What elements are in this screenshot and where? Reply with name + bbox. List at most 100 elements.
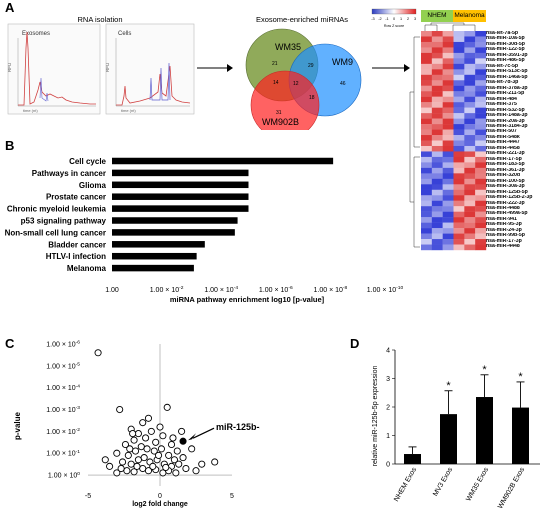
heatmap-cell	[421, 41, 433, 48]
heatmap-row-label: hsa-let-7a-5p	[486, 31, 518, 36]
heatmap-cell	[421, 167, 433, 174]
heatmap-cell	[442, 156, 454, 163]
expression-ytick: 4	[386, 348, 390, 355]
heatmap-row-label: hsa-miR-361-3p	[486, 167, 525, 173]
expression-bar	[512, 407, 529, 464]
heatmap-row-label: hsa-miR-17-3p	[486, 238, 522, 244]
heatmap-cell	[431, 118, 443, 125]
venn-diagram: Exosome-enriched miRNAs WM35 WM9 WM902B …	[245, 15, 362, 130]
heatmap-cell	[475, 58, 487, 65]
heatmap-cell	[421, 113, 433, 119]
heatmap-cell	[475, 31, 487, 37]
heatmap-row-labels: hsa-let-7a-5p hsa-miR-10a-5p hsa-miR-30d-5…	[486, 31, 548, 250]
heatmap-cell	[464, 189, 476, 196]
heatmap-cell	[475, 211, 487, 218]
heatmap-cell	[453, 162, 465, 169]
volcano-point	[165, 451, 173, 459]
pathway-xtick: 1.00 × 10-4	[204, 285, 238, 294]
pathway-label: Cell cycle	[69, 157, 106, 166]
heatmap-cell	[475, 96, 487, 103]
heatmap-cell	[421, 244, 433, 251]
volcano-point-highlight	[179, 437, 187, 445]
pathway-label: HTLV-I infection	[46, 252, 106, 261]
heatmap-cell	[464, 63, 476, 70]
heatmap-cell	[431, 124, 443, 130]
heatmap-cell	[421, 31, 433, 37]
heatmap-row-label: hsa-miR-183-5p	[486, 162, 525, 168]
heatmap-cell	[453, 239, 465, 245]
heatmap-cell	[421, 211, 433, 218]
heatmap-cell	[442, 239, 454, 245]
heatmap-cell	[464, 233, 476, 240]
heatmap-cell	[453, 184, 465, 190]
heatmap-cell	[475, 74, 487, 81]
pathway-bar	[112, 217, 238, 224]
heatmap-cell	[431, 222, 443, 229]
heatmap-row-label: hsa-miR-507	[486, 129, 517, 135]
volcano-point	[140, 454, 148, 462]
heatmap-cell	[464, 124, 476, 130]
color-key-tick: 2	[407, 17, 409, 21]
color-key-tick: -3	[371, 17, 374, 21]
heatmap-cell	[464, 206, 476, 212]
heatmap-cell	[464, 36, 476, 43]
heatmap-cell	[475, 151, 487, 158]
heatmap-cell	[464, 91, 476, 97]
heatmap-cell	[442, 200, 454, 207]
heatmap-cell	[453, 96, 465, 103]
volcano-point	[163, 403, 171, 411]
heatmap-cell	[442, 228, 454, 234]
heatmap-cell	[453, 140, 465, 147]
heatmap-cell	[464, 195, 476, 201]
heatmap-cell	[475, 135, 487, 141]
heatmap-cell	[464, 74, 476, 81]
heatmap-cell	[431, 36, 443, 43]
heatmap-cell	[442, 91, 454, 97]
heatmap-cell	[421, 178, 433, 185]
significance-marker: *	[446, 380, 451, 392]
expression-bar	[440, 414, 457, 464]
heatmap-cell	[421, 228, 433, 234]
heatmap-cell	[421, 151, 433, 158]
heatmap-cell	[442, 85, 454, 92]
heatmap-cell	[464, 211, 476, 218]
volcano-ytick: 1.00 × 10-5	[46, 362, 80, 371]
exosome-trace-frame	[7, 23, 101, 115]
heatmap-row-label: hsa-miR-499a-5p	[486, 211, 528, 217]
heatmap-cell	[442, 113, 454, 119]
heatmap-cell	[464, 151, 476, 158]
heatmap-cell	[464, 184, 476, 190]
heatmap-row-label: hsa-miR-125b-5p	[486, 189, 528, 195]
heatmap-cell	[431, 156, 443, 163]
volcano-ytick: 1.00 × 10-1	[46, 449, 80, 458]
heatmap-cell	[453, 36, 465, 43]
heatmap-cell	[453, 189, 465, 196]
heatmap-cell	[475, 228, 487, 234]
pathway-xtick: 1.00 × 10-8	[314, 285, 348, 294]
heatmap-cell	[475, 91, 487, 97]
heatmap-cell	[442, 145, 454, 152]
heatmap-cell	[475, 69, 487, 75]
expression-bar	[404, 454, 421, 464]
heatmap-cell	[453, 107, 465, 114]
expression-bar	[476, 397, 493, 464]
heatmap-cell	[431, 63, 443, 70]
panel-letter-a: A	[5, 0, 15, 15]
heatmap-cell	[442, 58, 454, 65]
pathway-bar	[112, 252, 197, 260]
volcano-xtick: 5	[230, 493, 234, 500]
heatmap-cell	[421, 96, 433, 103]
volcano-ytick: 1.00 × 100	[48, 471, 80, 480]
heatmap-cell	[453, 69, 465, 75]
heatmap-cell	[475, 167, 487, 174]
heatmap-row-label: hsa-miR-4447	[486, 140, 520, 146]
heatmap-cell	[431, 244, 443, 251]
significance-marker: *	[482, 364, 487, 376]
cell-trace-label: Cells	[118, 31, 131, 37]
heatmap-cell	[421, 74, 433, 81]
heatmap-cell	[421, 173, 433, 180]
heatmap-cell	[453, 145, 465, 152]
heatmap-row-label: hsa-miR-30a-3p	[486, 184, 525, 190]
heatmap-cell	[431, 239, 443, 245]
volcano-point	[139, 464, 147, 473]
